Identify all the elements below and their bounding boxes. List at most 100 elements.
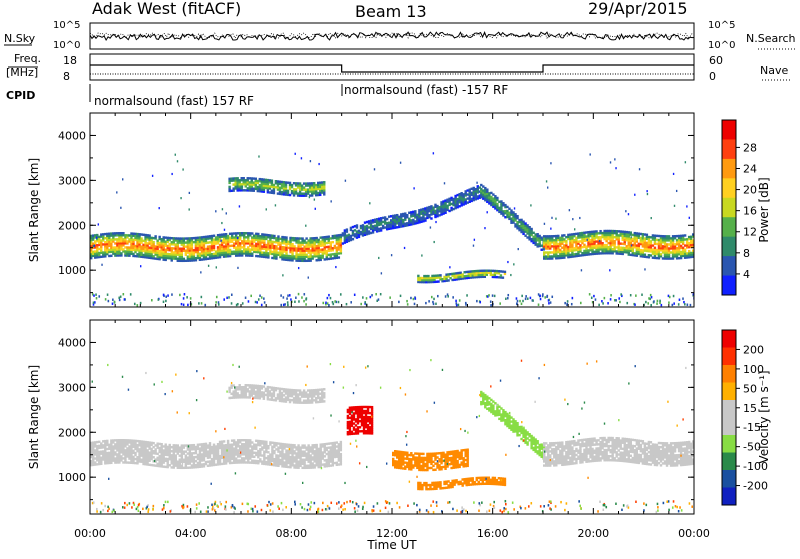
noise-cell — [215, 210, 216, 212]
noise-cell — [380, 293, 382, 295]
noise-cell — [158, 207, 159, 209]
nsky-panel — [90, 23, 694, 49]
noise-cell — [490, 300, 492, 302]
noise-cell — [668, 301, 670, 303]
noise-cell — [413, 298, 415, 300]
noise-cell — [328, 304, 330, 306]
noise-cell — [661, 304, 663, 306]
noise-cell — [574, 228, 575, 230]
nsearch-label: N.Search — [746, 32, 796, 45]
noise-cell — [96, 237, 97, 239]
noise-cell — [305, 225, 306, 227]
heatmap-cell — [255, 178, 257, 180]
noise-cell — [433, 298, 435, 300]
noise-cell — [369, 202, 370, 204]
noise-cell — [530, 297, 532, 299]
noise-cell — [354, 294, 356, 296]
noise-cell — [550, 301, 552, 303]
heatmap-cell — [122, 232, 124, 234]
noise-cell — [639, 168, 640, 170]
noise-cell — [430, 226, 431, 228]
heatmap-cell — [265, 441, 267, 443]
noise-cell — [303, 293, 305, 295]
noise-cell — [648, 297, 650, 299]
noise-cell — [237, 237, 238, 239]
noise-cell — [184, 293, 186, 295]
heatmap-cell — [227, 440, 229, 442]
noise-cell — [105, 298, 107, 300]
noise-cell — [96, 297, 98, 299]
noise-cell — [428, 300, 430, 302]
noise-cell — [108, 300, 110, 302]
noise-cell — [314, 199, 315, 201]
noise-cell — [433, 152, 434, 154]
noise-cell — [186, 296, 188, 298]
noise-cell — [410, 297, 412, 299]
heatmap-cell — [500, 274, 502, 276]
noise-cell — [181, 303, 183, 305]
noise-cell — [673, 173, 674, 175]
noise-cell — [183, 297, 185, 299]
heatmap-cell — [502, 276, 504, 278]
noise-cell — [650, 294, 652, 296]
noise-cell — [488, 294, 490, 296]
heatmap-cell — [496, 197, 498, 199]
noise-cell — [588, 234, 589, 236]
noise-cell — [327, 297, 329, 299]
heatmap-cell — [338, 256, 340, 258]
noise-cell — [620, 293, 622, 295]
heatmap-cell — [644, 254, 646, 256]
noise-cell — [280, 304, 282, 306]
noise-cell — [527, 298, 529, 300]
noise-cell — [435, 303, 437, 305]
heatmap-cell — [291, 243, 293, 245]
noise-cell — [631, 244, 632, 246]
heatmap-cell — [340, 441, 342, 443]
heatmap-cell — [386, 218, 388, 220]
noise-cell — [366, 297, 368, 299]
noise-cell — [550, 228, 551, 230]
noise-cell — [375, 293, 377, 295]
heatmap-cell — [289, 182, 291, 184]
noise-cell — [571, 303, 573, 305]
power-ylabel: Slant Range [km] — [27, 158, 41, 262]
noise-cell — [275, 204, 276, 206]
noise-cell — [538, 293, 540, 295]
noise-cell — [295, 297, 297, 299]
station-title: Adak West (fitACF) — [92, 0, 241, 18]
noise-cell — [517, 300, 519, 302]
heatmap-cell — [140, 237, 142, 239]
heatmap-cell — [277, 235, 279, 237]
noise-cell — [589, 293, 591, 295]
noise-cell — [490, 304, 492, 306]
noise-cell — [183, 304, 185, 306]
noise-cell — [187, 304, 189, 306]
noise-cell — [226, 297, 228, 299]
noise-cell — [346, 303, 348, 305]
nave-tick-top: 60 — [709, 54, 723, 67]
noise-cell — [256, 301, 258, 303]
noise-cell — [298, 300, 300, 302]
freq-unit-label: [MHz] — [6, 66, 38, 79]
noise-cell — [280, 294, 282, 296]
noise-cell — [589, 153, 590, 155]
noise-cell — [437, 295, 439, 297]
heatmap-cell — [271, 179, 273, 181]
y-tick-label: 3000 — [58, 174, 86, 187]
noise-cell — [492, 294, 494, 296]
nave-tick-bottom: 0 — [709, 70, 716, 83]
noise-cell — [231, 294, 233, 296]
date-label: 29/Apr/2015 — [588, 0, 688, 18]
noise-cell — [223, 298, 225, 300]
y-tick-label: 2000 — [58, 219, 86, 232]
noise-cell — [332, 303, 334, 305]
noise-cell — [284, 303, 286, 305]
heatmap-cell — [223, 440, 225, 442]
noise-cell — [95, 293, 97, 295]
noise-cell — [215, 301, 217, 303]
noise-cell — [201, 296, 203, 298]
noise-cell — [644, 268, 645, 270]
nsky-label: N.Sky — [4, 32, 36, 45]
freq-tick-bottom: 8 — [63, 70, 70, 83]
heatmap-cell — [251, 232, 253, 234]
